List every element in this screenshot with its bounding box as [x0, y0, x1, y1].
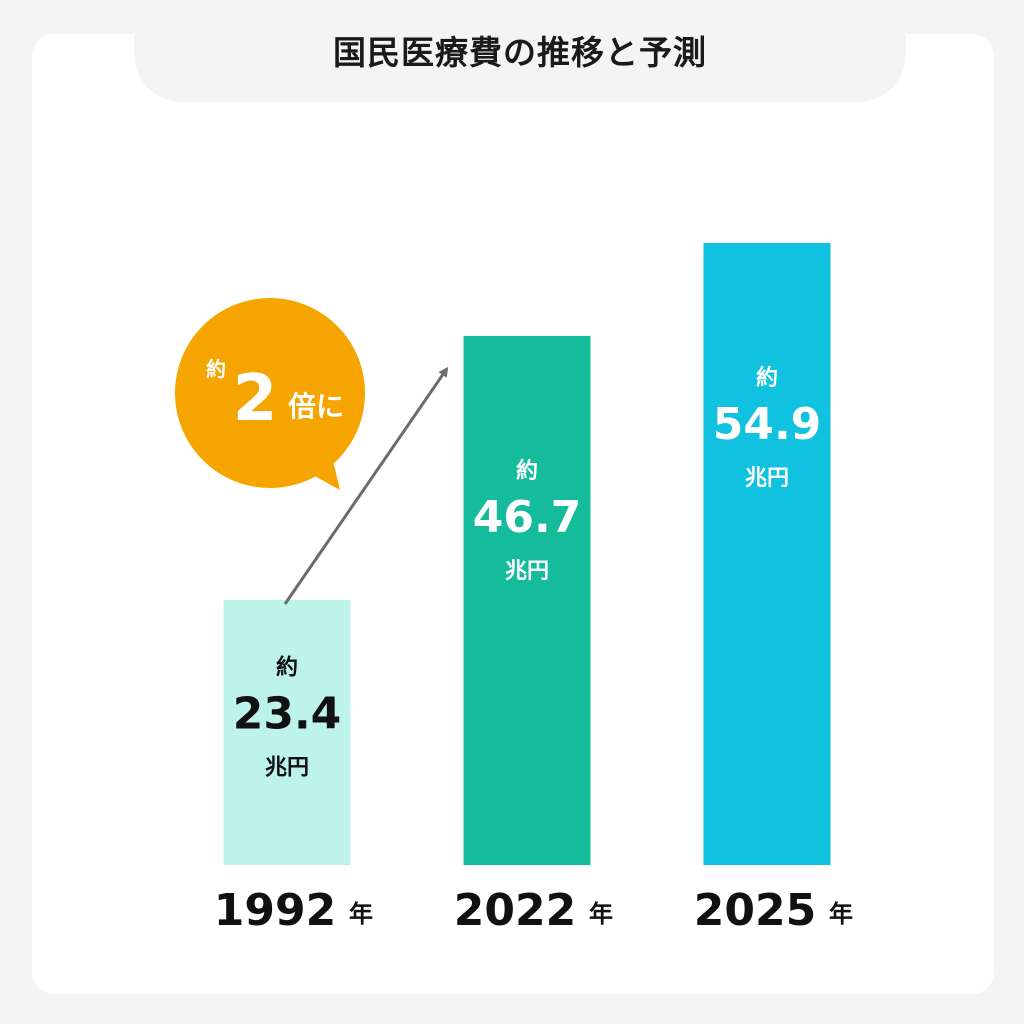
x-tick-suffix: 年 — [829, 900, 853, 928]
growth-arrow — [283, 366, 449, 605]
bar-value-label: 54.9 — [713, 399, 822, 450]
bar-1992 — [223, 599, 351, 865]
x-tick-suffix: 年 — [589, 900, 613, 928]
bars-layer: 約 23.4 兆円 1992 年 約 46.7 兆円 2022 年 約 54.9 兆円 2025 年 — [214, 243, 853, 936]
chart-title: 国民医療費の推移と予測 — [333, 33, 707, 72]
annotation-suffix: 倍に — [288, 390, 344, 423]
annotation-bubble-tail — [300, 440, 340, 490]
bar-value-unit: 兆円 — [745, 466, 789, 491]
annotation-bubble — [175, 298, 365, 488]
bar-2025 — [703, 243, 831, 865]
bar-value-label: 23.4 — [233, 689, 342, 740]
growth-annotation: 約 2 倍に — [175, 298, 449, 605]
bar-value-prefix: 約 — [516, 458, 538, 484]
bar-value-unit: 兆円 — [505, 559, 549, 584]
bar-value-label: 46.7 — [473, 492, 582, 543]
bar-value-prefix: 約 — [756, 365, 778, 391]
x-tick-label: 1992 — [214, 885, 336, 936]
annotation-number: 2 — [233, 362, 278, 436]
bar-value-unit: 兆円 — [265, 756, 309, 781]
bar-2022 — [463, 335, 591, 866]
x-tick-label: 2022 — [454, 885, 576, 936]
title-tab — [134, 0, 906, 102]
annotation-prefix: 約 — [206, 357, 226, 381]
x-tick-suffix: 年 — [349, 900, 373, 928]
bar-value-prefix: 約 — [276, 655, 298, 681]
x-tick-label: 2025 — [694, 885, 816, 936]
